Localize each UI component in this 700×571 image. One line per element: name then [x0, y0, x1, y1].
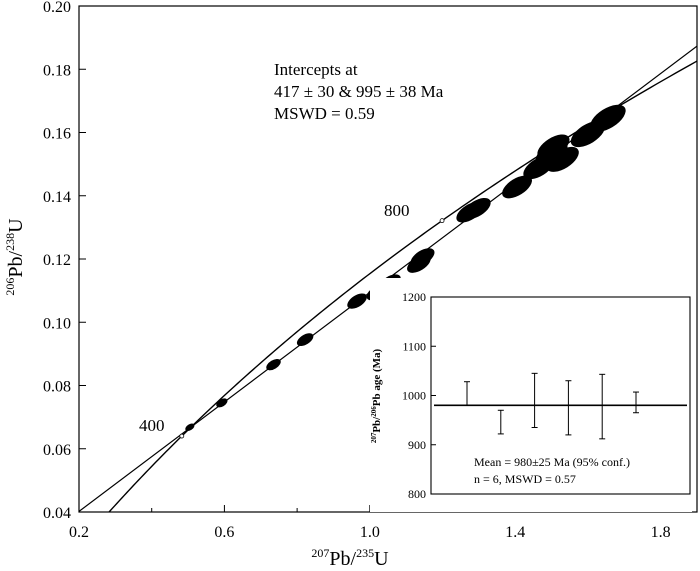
- inset-y-tick-label: 1100: [402, 339, 426, 353]
- error-ellipse: [502, 175, 532, 199]
- intercepts-annotation-line-1: Intercepts at: [274, 60, 358, 79]
- y-tick-label: 0.04: [43, 505, 71, 522]
- error-ellipse: [296, 333, 314, 347]
- inset-error-bars: [434, 372, 687, 440]
- main-plot-ticks: 0.2 0.6 1.0 1.4 1.8 0.04 0.06 0.08 0.10 0.12 0.14 0…: [43, 0, 671, 541]
- y-tick-label: 0.18: [43, 62, 71, 79]
- y-tick-label: 0.10: [43, 315, 71, 332]
- concordia-age-marker: [439, 218, 445, 224]
- main-plot-ellipses: [185, 104, 626, 431]
- y-tick-label: 0.16: [43, 126, 71, 143]
- concordia-curve: [108, 60, 697, 512]
- inset-y-tick-label: 1000: [402, 389, 426, 403]
- error-ellipse: [546, 146, 579, 172]
- error-ellipse: [590, 104, 626, 132]
- x-tick-label: 1.4: [505, 524, 525, 541]
- intercepts-annotation-line-2: 417 ± 30 & 995 ± 38 Ma: [274, 82, 444, 101]
- age-label-800: 800: [384, 201, 410, 220]
- x-tick-label: 0.6: [214, 524, 234, 541]
- inset-y-tick-label: 1200: [402, 290, 426, 304]
- y-tick-label: 0.08: [43, 379, 71, 396]
- x-tick-label: 1.0: [360, 524, 380, 541]
- y-tick-label: 0.20: [43, 0, 71, 16]
- inset-axes: 800 900 1000 1100 1200: [402, 290, 691, 501]
- y-tick-label: 0.14: [43, 189, 71, 206]
- x-axis-label: 207Pb/235U: [311, 546, 389, 570]
- y-axis-label: 206Pb/238U: [3, 218, 27, 296]
- concordia-age-marker: [179, 433, 185, 439]
- error-ellipse: [537, 134, 570, 159]
- inset-y-axis-label: 207Pb/206Pb age (Ma): [370, 349, 383, 444]
- x-tick-label: 0.2: [69, 524, 89, 541]
- inset-y-tick-label: 900: [408, 438, 426, 452]
- y-tick-label: 0.12: [43, 252, 71, 269]
- inset-n-mswd-stats: n = 6, MSWD = 0.57: [474, 472, 576, 486]
- x-tick-label: 1.8: [651, 524, 671, 541]
- y-tick-label: 0.06: [43, 442, 71, 459]
- error-ellipse: [347, 293, 367, 309]
- inset-y-tick-label: 800: [408, 487, 426, 501]
- mswd-annotation: MSWD = 0.59: [274, 104, 375, 123]
- error-ellipse: [216, 398, 228, 408]
- inset-frame: [370, 278, 692, 512]
- age-label-400: 400: [139, 416, 165, 435]
- error-ellipse: [410, 248, 435, 267]
- error-ellipse: [463, 197, 491, 219]
- error-ellipse: [185, 423, 195, 431]
- error-ellipse: [266, 358, 281, 371]
- inset-mean-stats: Mean = 980±25 Ma (95% conf.): [474, 455, 630, 469]
